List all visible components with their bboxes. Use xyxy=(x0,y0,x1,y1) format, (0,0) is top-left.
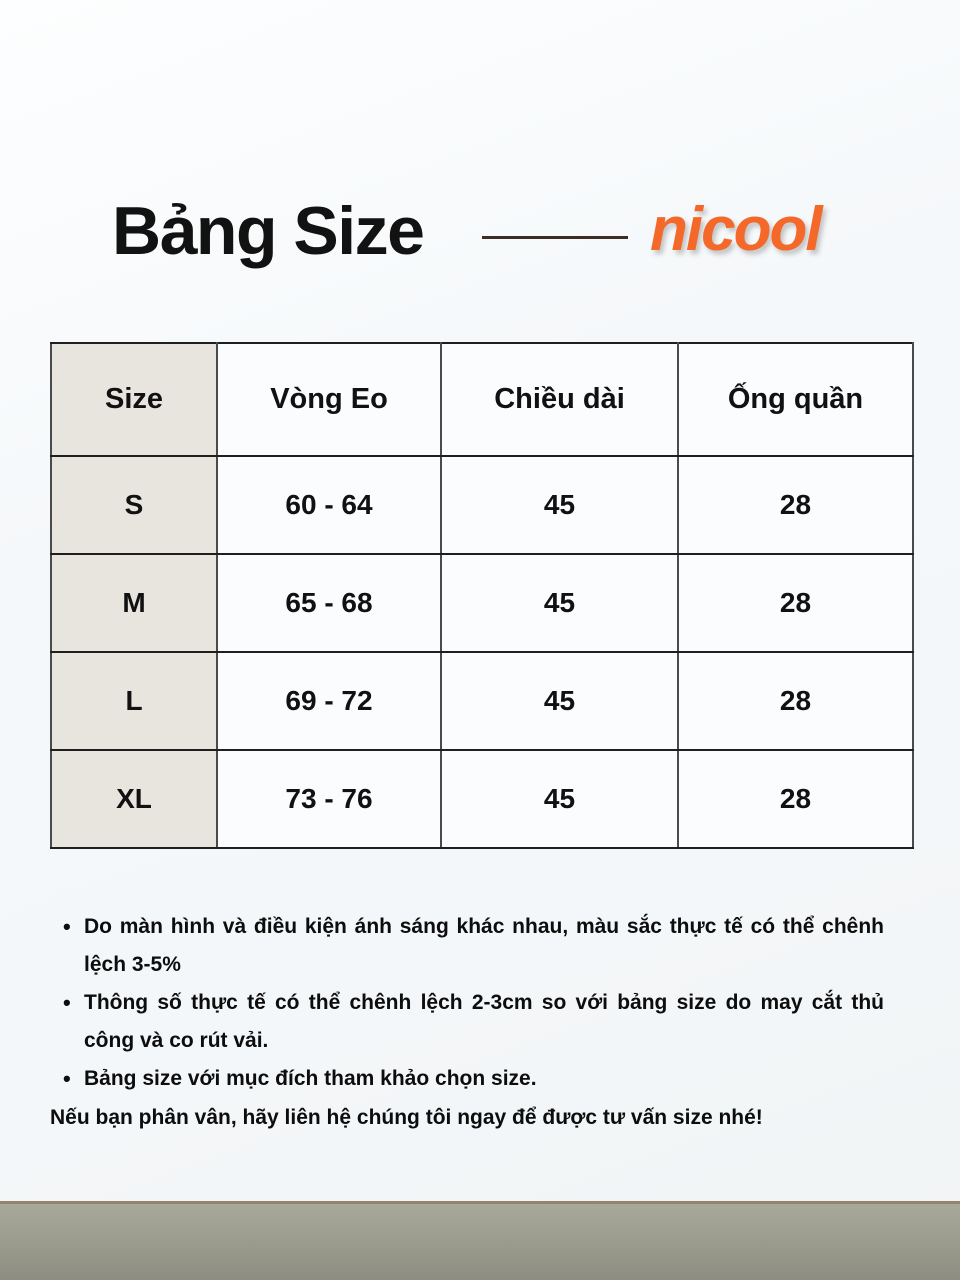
cell-size-label: M xyxy=(50,553,218,653)
page-title: Bảng Size xyxy=(112,193,425,269)
note-item-measurement-tolerance: Thông số thực tế có thể chênh lệch 2-3cm… xyxy=(50,984,884,1060)
table-header-row: Size Vòng Eo Chiều dài Ống quần xyxy=(50,342,914,457)
header-cell-chieu-dai: Chiều dài xyxy=(440,342,679,457)
notes-list: Do màn hình và điều kiện ánh sáng khác n… xyxy=(50,908,884,1098)
cell-vong-eo: 65 - 68 xyxy=(216,553,442,653)
cell-size-label: S xyxy=(50,455,218,555)
cell-vong-eo: 69 - 72 xyxy=(216,651,442,751)
header-cell-ong-quan: Ống quần xyxy=(677,342,914,457)
cell-vong-eo: 60 - 64 xyxy=(216,455,442,555)
table-row-m: M 65 - 68 45 28 xyxy=(50,553,914,653)
notes-section: Do màn hình và điều kiện ánh sáng khác n… xyxy=(50,908,884,1137)
note-item-color-difference: Do màn hình và điều kiện ánh sáng khác n… xyxy=(50,908,884,984)
cell-vong-eo: 73 - 76 xyxy=(216,749,442,849)
footer-note: Nếu bạn phân vân, hãy liên hệ chúng tôi … xyxy=(50,1106,763,1129)
cell-ong-quan: 28 xyxy=(677,553,914,653)
cell-size-label: L xyxy=(50,651,218,751)
cell-ong-quan: 28 xyxy=(677,455,914,555)
cell-chieu-dai: 45 xyxy=(440,553,679,653)
cell-size-label: XL xyxy=(50,749,218,849)
cell-chieu-dai: 45 xyxy=(440,455,679,555)
table-row-l: L 69 - 72 45 28 xyxy=(50,651,914,751)
cell-chieu-dai: 45 xyxy=(440,749,679,849)
cell-ong-quan: 28 xyxy=(677,749,914,849)
table-row-s: S 60 - 64 45 28 xyxy=(50,455,914,555)
cell-chieu-dai: 45 xyxy=(440,651,679,751)
cell-ong-quan: 28 xyxy=(677,651,914,751)
table-row-xl: XL 73 - 76 45 28 xyxy=(50,749,914,849)
header-cell-size: Size xyxy=(50,342,218,457)
header-cell-vong-eo: Vòng Eo xyxy=(216,342,442,457)
size-table: Size Vòng Eo Chiều dài Ống quần S 60 - 6… xyxy=(50,342,914,849)
note-item-reference-purpose: Bảng size với mục đích tham khảo chọn si… xyxy=(50,1060,884,1098)
desk-surface xyxy=(0,1201,960,1280)
title-divider xyxy=(482,236,628,239)
brand-logo: nicool xyxy=(650,195,823,264)
